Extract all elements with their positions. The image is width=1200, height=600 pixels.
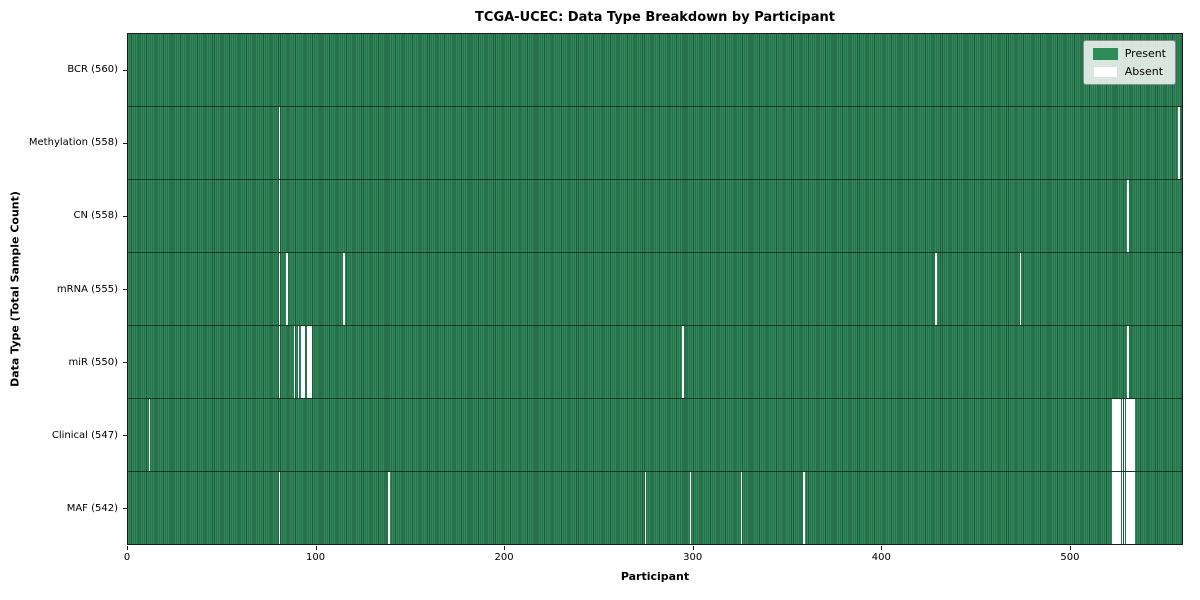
heatmap-row-mrna [128, 253, 1182, 326]
absent-swatch-icon [1092, 65, 1118, 78]
absent-stripe [1123, 399, 1126, 471]
heatmap-row-mir [128, 326, 1182, 399]
absent-stripe [803, 472, 805, 544]
absent-stripe [1127, 399, 1129, 471]
legend-absent-label: Absent [1124, 65, 1164, 78]
absent-stripe [740, 472, 743, 544]
present-swatch-icon [1092, 47, 1118, 60]
y-tick-label: miR (550) [68, 356, 118, 368]
absent-stripe [1127, 326, 1129, 398]
heatmap-row-methylation [128, 107, 1182, 180]
y-tick-mark [123, 69, 127, 71]
x-tick-label: 200 [494, 552, 514, 563]
y-tick-label: Methylation (558) [28, 137, 118, 149]
y-tick-mark [123, 508, 127, 510]
legend-present-label: Present [1124, 47, 1166, 60]
x-tick-label: 300 [683, 552, 703, 563]
x-tick-label: 400 [871, 552, 891, 563]
x-tick-mark [504, 546, 506, 550]
absent-stripe [1114, 399, 1116, 471]
heatmap-row-maf [128, 472, 1182, 544]
absent-stripe [278, 107, 281, 179]
absent-stripe [1112, 472, 1114, 544]
heatmap-row-cn [128, 180, 1182, 253]
absent-stripe [1112, 399, 1114, 471]
absent-stripe [278, 253, 281, 325]
absent-stripe [1178, 107, 1180, 179]
absent-stripe [1127, 472, 1129, 544]
y-tick-mark [123, 289, 127, 290]
absent-stripe [1116, 472, 1118, 544]
y-tick-label: Clinical (547) [51, 429, 118, 441]
absent-stripe [1118, 399, 1120, 471]
x-tick-mark [315, 546, 317, 550]
absent-stripe [1125, 472, 1128, 544]
absent-stripe [1114, 472, 1116, 544]
heatmap-rows [128, 34, 1182, 544]
absent-stripe [293, 326, 296, 398]
absent-stripe [307, 326, 309, 398]
absent-stripe [689, 472, 692, 544]
absent-stripe [278, 326, 281, 398]
absent-stripe [1119, 399, 1122, 471]
x-tick-label: 0 [123, 552, 131, 563]
absent-stripe [1129, 472, 1131, 544]
chart-title: TCGA-UCEC: Data Type Breakdown by Partic… [475, 10, 835, 25]
absent-stripe [1131, 399, 1133, 471]
plot-area: Present Absent [127, 33, 1183, 545]
y-tick-mark [123, 435, 127, 437]
absent-stripe [1121, 399, 1124, 471]
y-tick-mark [123, 142, 127, 144]
x-tick-mark [1069, 546, 1071, 550]
legend: Present Absent [1082, 40, 1176, 85]
y-tick-label: mRNA (555) [56, 283, 118, 295]
absent-stripe [1019, 253, 1022, 325]
absent-stripe [303, 326, 305, 398]
absent-stripe [1129, 399, 1131, 471]
absent-stripe [935, 253, 937, 325]
absent-stripe [342, 253, 345, 325]
absent-stripe [1133, 399, 1135, 471]
x-tick-label: 100 [306, 552, 326, 563]
y-tick-label: MAF (542) [66, 502, 118, 514]
absent-stripe [148, 399, 151, 471]
absent-stripe [388, 472, 390, 544]
x-axis-label: Participant [620, 570, 690, 583]
x-tick-mark [881, 546, 883, 550]
absent-stripe [1116, 399, 1118, 471]
x-tick-mark [127, 546, 128, 550]
y-tick-label: BCR (560) [67, 64, 118, 76]
absent-stripe [644, 472, 647, 544]
absent-stripe [1125, 399, 1128, 471]
absent-stripe [1127, 180, 1129, 252]
heatmap-row-clinical [128, 399, 1182, 472]
legend-item-absent: Absent [1092, 65, 1166, 78]
absent-stripe [1118, 472, 1120, 544]
absent-stripe [682, 326, 684, 398]
y-tick-mark [123, 362, 127, 364]
absent-stripe [278, 472, 281, 544]
absent-stripe [1123, 472, 1126, 544]
absent-stripe [1133, 472, 1135, 544]
absent-stripe [1131, 472, 1133, 544]
heatmap-row-bcr [128, 34, 1182, 107]
absent-stripe [310, 326, 313, 398]
legend-item-present: Present [1092, 47, 1166, 60]
absent-stripe [286, 253, 288, 325]
absent-stripe [309, 326, 311, 398]
y-tick-mark [123, 215, 127, 217]
absent-stripe [278, 180, 281, 252]
absent-stripe [301, 326, 304, 398]
x-tick-label: 500 [1060, 552, 1080, 563]
absent-stripe [297, 326, 300, 398]
x-tick-mark [692, 546, 694, 550]
absent-stripe [1121, 472, 1124, 544]
absent-stripe [1119, 472, 1122, 544]
y-tick-label: CN (558) [73, 210, 118, 222]
